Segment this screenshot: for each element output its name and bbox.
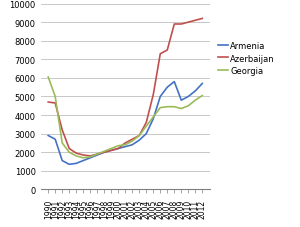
Azerbaijan	[200, 18, 204, 21]
Georgia	[187, 105, 190, 108]
Azerbaijan	[88, 155, 92, 158]
Azerbaijan	[46, 101, 50, 104]
Armenia	[194, 90, 197, 93]
Azerbaijan	[102, 151, 106, 154]
Azerbaijan	[130, 138, 134, 141]
Azerbaijan	[53, 102, 57, 105]
Armenia	[166, 86, 169, 89]
Georgia	[145, 125, 148, 128]
Georgia	[95, 153, 99, 156]
Armenia	[187, 96, 190, 99]
Georgia	[53, 96, 57, 99]
Azerbaijan	[179, 24, 183, 26]
Armenia	[200, 83, 204, 85]
Georgia	[102, 150, 106, 153]
Armenia	[145, 133, 148, 135]
Armenia	[152, 118, 155, 121]
Georgia	[172, 106, 176, 109]
Azerbaijan	[110, 149, 113, 152]
Georgia	[179, 108, 183, 110]
Azerbaijan	[74, 152, 78, 155]
Armenia	[60, 160, 64, 162]
Armenia	[81, 160, 85, 162]
Armenia	[68, 163, 71, 166]
Azerbaijan	[137, 135, 141, 137]
Azerbaijan	[60, 129, 64, 132]
Georgia	[88, 156, 92, 158]
Azerbaijan	[68, 148, 71, 150]
Azerbaijan	[116, 148, 120, 150]
Armenia	[110, 149, 113, 152]
Georgia	[152, 116, 155, 119]
Azerbaijan	[166, 49, 169, 52]
Azerbaijan	[172, 24, 176, 26]
Azerbaijan	[194, 20, 197, 22]
Azerbaijan	[152, 94, 155, 96]
Georgia	[74, 155, 78, 158]
Georgia	[137, 135, 141, 137]
Georgia	[116, 145, 120, 147]
Legend: Armenia, Azerbaijan, Georgia: Armenia, Azerbaijan, Georgia	[218, 42, 275, 76]
Armenia	[158, 96, 162, 99]
Armenia	[88, 157, 92, 159]
Georgia	[124, 144, 127, 146]
Armenia	[102, 151, 106, 154]
Armenia	[46, 135, 50, 137]
Armenia	[95, 154, 99, 157]
Azerbaijan	[81, 154, 85, 157]
Armenia	[53, 138, 57, 141]
Georgia	[200, 95, 204, 97]
Georgia	[60, 142, 64, 145]
Line: Armenia: Armenia	[48, 82, 202, 165]
Georgia	[110, 148, 113, 150]
Georgia	[158, 107, 162, 109]
Georgia	[166, 106, 169, 109]
Line: Georgia: Georgia	[48, 78, 202, 158]
Georgia	[194, 99, 197, 102]
Azerbaijan	[95, 153, 99, 156]
Azerbaijan	[124, 142, 127, 145]
Georgia	[46, 76, 50, 79]
Azerbaijan	[158, 53, 162, 56]
Armenia	[124, 146, 127, 148]
Azerbaijan	[187, 22, 190, 24]
Armenia	[116, 148, 120, 150]
Georgia	[130, 140, 134, 143]
Azerbaijan	[145, 122, 148, 124]
Armenia	[179, 99, 183, 102]
Georgia	[68, 151, 71, 154]
Armenia	[137, 139, 141, 142]
Line: Azerbaijan: Azerbaijan	[48, 19, 202, 156]
Georgia	[81, 157, 85, 159]
Armenia	[74, 162, 78, 165]
Armenia	[172, 81, 176, 84]
Armenia	[130, 144, 134, 146]
